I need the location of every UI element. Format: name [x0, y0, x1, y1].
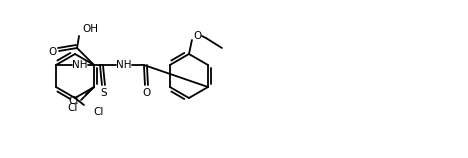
Text: NH: NH — [72, 60, 88, 70]
Text: OH: OH — [82, 24, 98, 34]
Text: O: O — [194, 31, 202, 41]
Text: O: O — [143, 88, 151, 98]
Text: Cl: Cl — [69, 96, 79, 106]
Text: NH: NH — [116, 60, 132, 70]
Text: O: O — [48, 47, 56, 57]
Text: Cl: Cl — [68, 103, 78, 113]
Text: S: S — [101, 88, 107, 98]
Text: Cl: Cl — [93, 107, 103, 117]
